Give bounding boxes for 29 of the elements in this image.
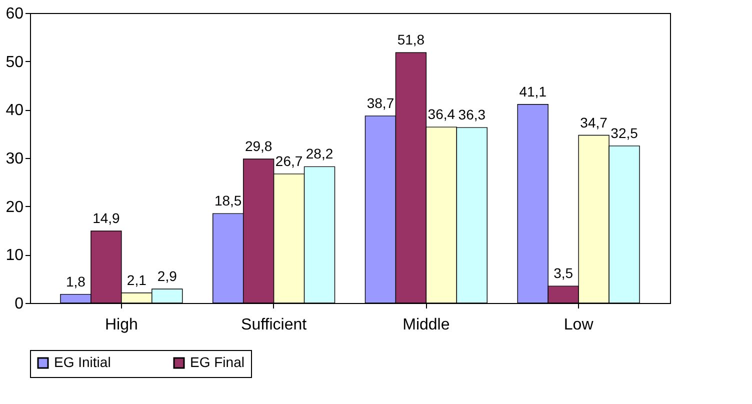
x-tick-label: Low bbox=[564, 316, 594, 334]
y-tick-label: 50 bbox=[6, 54, 24, 71]
data-label: 34,7 bbox=[580, 114, 608, 130]
data-label: 36,4 bbox=[428, 106, 456, 122]
data-label: 3,5 bbox=[554, 265, 574, 282]
data-label: 2,9 bbox=[157, 268, 178, 284]
y-tick-label: 10 bbox=[6, 247, 24, 264]
data-label: 18,5 bbox=[214, 192, 242, 209]
data-label: 38,7 bbox=[366, 94, 394, 111]
legend-label: EG Initial bbox=[54, 354, 111, 370]
data-label: 29,8 bbox=[244, 138, 272, 154]
data-label: 51,8 bbox=[397, 32, 425, 48]
data-label: 1,8 bbox=[66, 273, 86, 290]
data-label: 32,5 bbox=[610, 124, 638, 141]
y-tick-label: 60 bbox=[6, 6, 24, 22]
data-label: 2,1 bbox=[126, 272, 147, 288]
data-label: 28,2 bbox=[306, 146, 334, 162]
y-tick-label: 30 bbox=[6, 150, 24, 168]
data-label: 14,9 bbox=[92, 210, 120, 226]
legend-label: EG Final bbox=[190, 354, 244, 370]
x-tick-label: Sufficient bbox=[241, 316, 308, 334]
x-tick-label: Middle bbox=[402, 316, 450, 334]
y-tick-label: 40 bbox=[6, 102, 24, 120]
x-tick-label: High bbox=[104, 316, 138, 334]
data-label: 26,7 bbox=[275, 152, 303, 169]
y-tick-label: 0 bbox=[14, 296, 24, 312]
data-label: 36,3 bbox=[458, 106, 486, 123]
data-label: 41,1 bbox=[519, 83, 547, 100]
y-tick-label: 20 bbox=[6, 198, 24, 216]
